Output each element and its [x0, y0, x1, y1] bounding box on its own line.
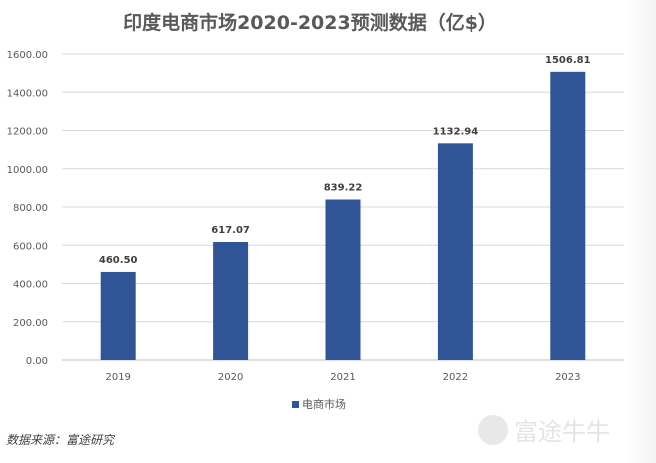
bar	[437, 143, 473, 360]
watermark-text: 富途牛牛	[514, 418, 610, 446]
source-note: 数据来源：富途研究	[6, 433, 115, 447]
bar	[213, 241, 249, 360]
data-label: 1132.94	[433, 126, 479, 137]
watermark-logo-icon	[478, 414, 508, 445]
data-label: 839.22	[324, 182, 363, 193]
y-tick-label: 0.00	[26, 356, 48, 367]
data-label: 617.07	[211, 225, 250, 236]
y-tick-label: 800.00	[13, 203, 48, 214]
legend-swatch	[292, 400, 299, 408]
y-tick-label: 600.00	[13, 241, 48, 252]
legend: 电商市场	[292, 396, 346, 412]
x-tick-label: 2019	[105, 372, 130, 383]
x-tick-label: 2022	[443, 372, 468, 383]
legend-label: 电商市场	[302, 398, 346, 411]
y-tick-label: 1600.00	[7, 50, 48, 61]
x-tick-label: 2021	[330, 372, 355, 383]
bar	[100, 271, 136, 360]
bar	[550, 71, 586, 361]
y-tick-label: 1000.00	[7, 165, 48, 176]
y-tick-label: 1400.00	[7, 88, 48, 99]
data-label: 1506.81	[545, 55, 591, 66]
edge-shade	[626, 0, 656, 463]
data-label: 460.50	[99, 255, 138, 266]
bar	[325, 199, 361, 360]
chart-title: 印度电商市场2020-2023预测数据（亿$）	[123, 12, 497, 34]
y-tick-label: 400.00	[13, 280, 48, 291]
watermark: 富途牛牛	[478, 412, 610, 447]
y-tick-label: 1200.00	[7, 127, 48, 138]
y-tick-label: 200.00	[13, 318, 48, 329]
x-tick-label: 2020	[218, 372, 243, 383]
x-tick-label: 2023	[555, 372, 580, 383]
